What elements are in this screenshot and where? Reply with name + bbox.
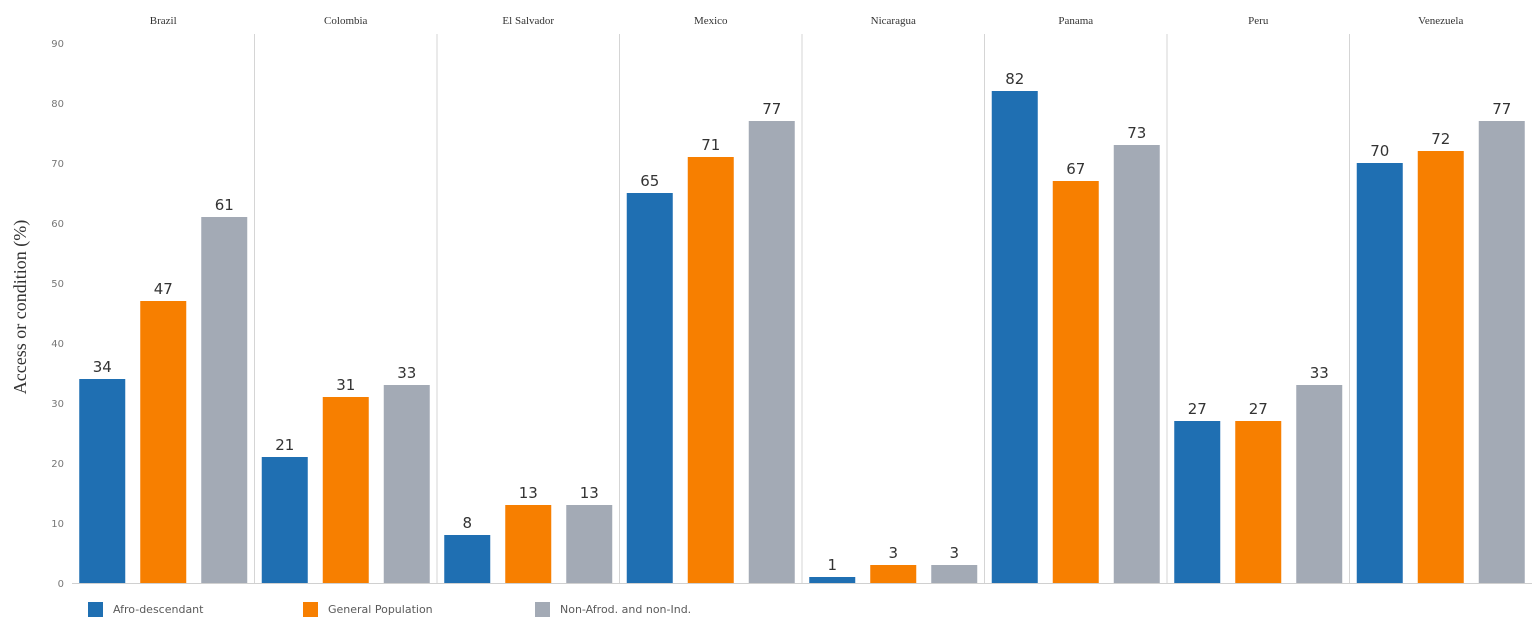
- legend: Afro-descendant General Population Non-Afr…: [88, 599, 691, 619]
- bar: [626, 193, 673, 583]
- bar: [1113, 145, 1160, 583]
- bar: [140, 301, 187, 583]
- data-label: 34: [93, 358, 112, 376]
- bar: [1478, 121, 1525, 583]
- bar: [383, 385, 430, 583]
- data-label: 13: [580, 484, 599, 502]
- y-axis: 0 10 20 30 40 50 60 70 80 90: [51, 39, 64, 590]
- data-label: 3: [888, 544, 898, 562]
- data-label: 72: [1431, 130, 1450, 148]
- data-label: 33: [397, 364, 416, 382]
- data-label: 77: [1492, 100, 1511, 118]
- bar: [1174, 421, 1221, 583]
- data-label: 27: [1249, 400, 1268, 418]
- bar: [505, 505, 552, 583]
- data-label: 70: [1370, 142, 1389, 160]
- y-tick-label: 40: [51, 339, 64, 350]
- y-tick-label: 30: [51, 399, 64, 410]
- legend-item: General Population: [303, 601, 535, 617]
- data-label: 73: [1127, 124, 1146, 142]
- data-label: 82: [1005, 70, 1024, 88]
- data-label: 47: [154, 280, 173, 298]
- legend-label: Afro-descendant: [113, 602, 204, 616]
- bar: [687, 157, 734, 583]
- panel-title: Panama: [1058, 15, 1093, 27]
- bar: [322, 397, 369, 583]
- bar: [870, 565, 917, 583]
- data-label: 1: [827, 556, 837, 574]
- legend-label: General Population: [328, 602, 433, 616]
- bar: [1052, 181, 1099, 583]
- bar: [1235, 421, 1282, 583]
- bar: [809, 577, 856, 583]
- legend-label: Non-Afrod. and non-Ind.: [560, 602, 692, 616]
- data-label: 65: [640, 172, 659, 190]
- y-tick-label: 50: [51, 279, 64, 290]
- data-label: 13: [519, 484, 538, 502]
- bar: [1296, 385, 1343, 583]
- panel-title: Peru: [1248, 15, 1269, 27]
- data-label: 8: [462, 514, 472, 532]
- bar: [201, 217, 248, 583]
- bar: [748, 121, 795, 583]
- data-label: 71: [701, 136, 720, 154]
- data-label: 27: [1188, 400, 1207, 418]
- data-label: 31: [336, 376, 355, 394]
- data-label: 3: [949, 544, 959, 562]
- legend-swatch: [88, 601, 103, 617]
- y-tick-label: 70: [51, 159, 64, 170]
- legend-item: Non-Afrod. and non-Ind.: [535, 601, 692, 617]
- y-tick-label: 80: [51, 99, 64, 110]
- bar: [444, 535, 491, 583]
- panel-title: Nicaragua: [871, 15, 916, 27]
- panel-title: Venezuela: [1418, 15, 1463, 27]
- data-label: 77: [762, 100, 781, 118]
- bar: [79, 379, 126, 583]
- panel-title: Colombia: [324, 15, 368, 27]
- y-tick-label: 10: [51, 519, 64, 530]
- bar: [991, 91, 1038, 583]
- legend-item: Afro-descendant: [88, 601, 303, 617]
- bar: [261, 457, 308, 583]
- legend-swatch: [303, 601, 318, 617]
- y-tick-label: 20: [51, 459, 64, 470]
- bar: [1356, 163, 1403, 583]
- bar: [931, 565, 978, 583]
- panel-title: El Salvador: [502, 15, 554, 27]
- data-label: 21: [275, 436, 294, 454]
- y-tick-label: 60: [51, 219, 64, 230]
- legend-swatch: [535, 601, 550, 617]
- panel-title: Brazil: [150, 15, 177, 27]
- y-tick-label: 90: [51, 39, 64, 50]
- data-label: 67: [1066, 160, 1085, 178]
- facet-panels: Brazil Colombia El Salvador Mexico Nicaragua…: [72, 15, 1532, 584]
- bar: [566, 505, 613, 583]
- y-tick-label: 0: [58, 579, 64, 590]
- panel-title: Mexico: [694, 15, 728, 27]
- bar: [1417, 151, 1464, 583]
- y-axis-title: Access or condition (%): [10, 220, 31, 394]
- data-label: 33: [1310, 364, 1329, 382]
- data-label: 61: [215, 196, 234, 214]
